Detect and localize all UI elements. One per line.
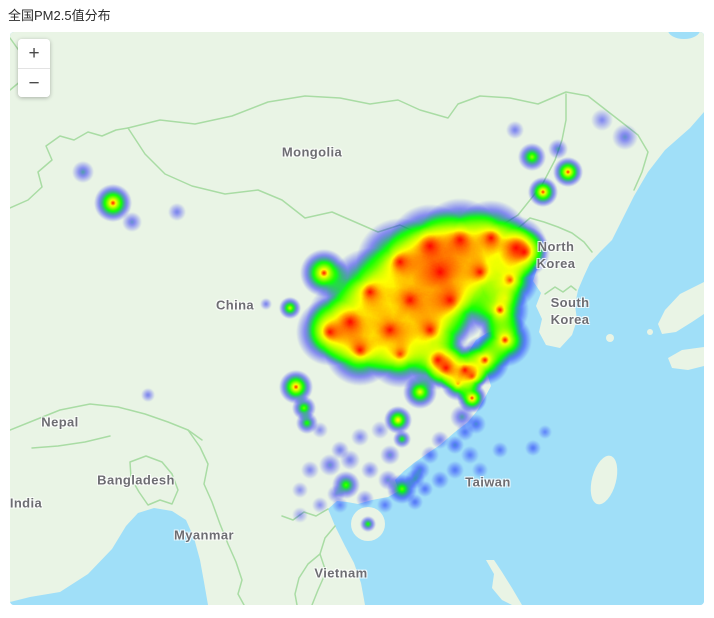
zoom-in-button[interactable]: + — [18, 39, 50, 68]
map-container[interactable]: Mongolia China North Korea South Korea Taiwan V… — [10, 32, 704, 605]
zoom-out-button[interactable]: − — [18, 68, 50, 97]
page-title: 全国PM2.5值分布 — [8, 8, 111, 23]
zoom-control: + − — [18, 39, 50, 97]
heatmap-canvas[interactable] — [10, 32, 704, 605]
